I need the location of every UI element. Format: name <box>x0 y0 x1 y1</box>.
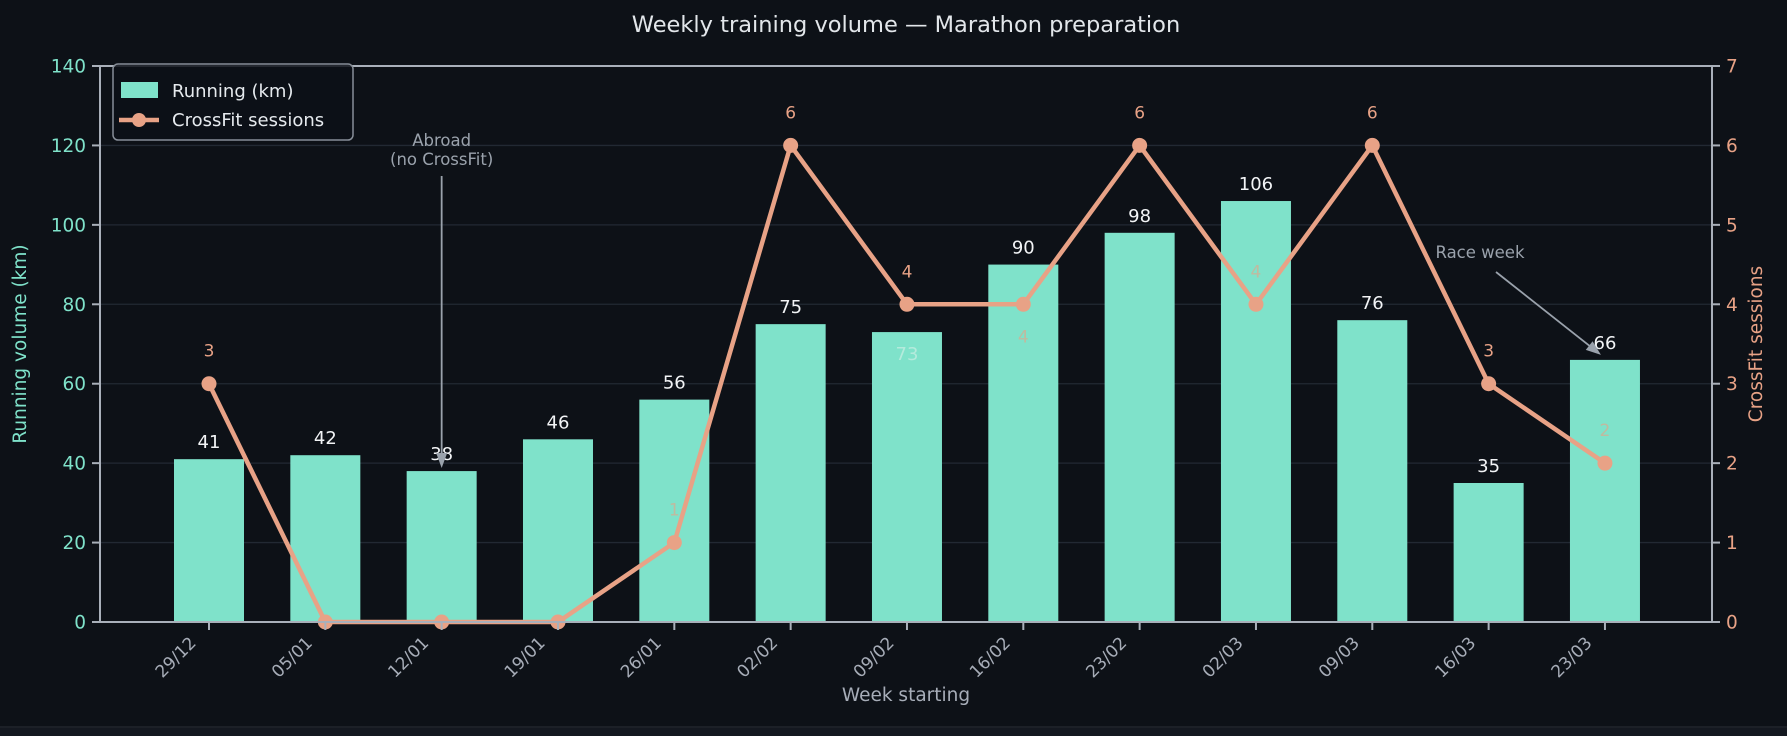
right-tick-label: 3 <box>1726 374 1738 395</box>
bar-value-label: 46 <box>547 412 570 433</box>
tick-marks <box>92 65 1720 630</box>
bar-series <box>174 201 1640 623</box>
line-value-label: 6 <box>1367 103 1378 123</box>
bar <box>290 455 361 622</box>
bar-value-label: 90 <box>1012 238 1035 259</box>
bar-value-label: 56 <box>663 373 686 394</box>
legend-label-running: Running (km) <box>172 81 293 102</box>
bar-value-label: 75 <box>779 297 802 318</box>
line-value-label: 4 <box>1018 327 1029 347</box>
annotation-abroad-arrowhead <box>436 453 448 468</box>
bar <box>174 459 244 622</box>
right-y-axis-label: CrossFit sessions <box>1746 266 1767 422</box>
right-tick-label: 0 <box>1726 613 1738 634</box>
bar <box>871 332 942 622</box>
left-tick-label: 100 <box>51 215 86 236</box>
bar-value-labels: 414238465675739098106763566 <box>198 174 1617 477</box>
bar <box>1337 320 1408 622</box>
left-y-axis-label: Running volume (km) <box>10 244 31 443</box>
bar-value-label: 42 <box>314 428 337 449</box>
left-tick-label: 80 <box>62 295 86 316</box>
bottom-strip <box>0 728 1787 736</box>
legend-label-crossfit: CrossFit sessions <box>172 110 324 131</box>
line-value-label: 6 <box>1134 103 1145 123</box>
annotation-abroad-line2: (no CrossFit) <box>390 150 493 169</box>
line-marker <box>1248 296 1264 312</box>
right-tick-label: 4 <box>1726 295 1738 316</box>
bar <box>1453 483 1524 622</box>
x-axis-label: Week starting <box>842 685 970 706</box>
line-marker <box>1132 137 1148 153</box>
line-value-label: 4 <box>902 262 913 282</box>
bar-value-label: 73 <box>896 344 919 365</box>
legend-line-marker <box>132 113 146 127</box>
bar <box>522 439 593 622</box>
legend-box <box>112 63 354 141</box>
chart-title: Weekly training volume — Marathon prepar… <box>632 12 1180 38</box>
right-tick-label: 7 <box>1726 57 1738 78</box>
line-value-label: 3 <box>204 342 215 362</box>
line-marker <box>201 376 217 392</box>
annotation-raceweek-arrow <box>1495 271 1593 349</box>
bar-value-label: 76 <box>1361 293 1384 314</box>
bar <box>988 264 1059 622</box>
bar-value-label: 66 <box>1594 333 1617 354</box>
line-marker <box>1481 376 1497 392</box>
line-value-label: 3 <box>1483 342 1494 362</box>
left-tick-label: 40 <box>62 454 86 475</box>
line-marker <box>1597 455 1613 471</box>
left-tick-label: 120 <box>51 136 86 157</box>
line-marker <box>1015 296 1031 312</box>
line-value-label: 4 <box>1251 262 1262 282</box>
left-tick-label: 20 <box>62 533 86 554</box>
line-value-label: 6 <box>785 103 796 123</box>
bar <box>755 324 826 622</box>
line-marker <box>666 535 682 551</box>
bar <box>1569 359 1640 622</box>
legend-bar-swatch <box>121 82 158 98</box>
line-marker <box>783 137 799 153</box>
line-marker <box>1364 137 1380 153</box>
right-tick-label: 2 <box>1726 454 1738 475</box>
left-tick-label: 60 <box>62 374 86 395</box>
bar-value-label: 106 <box>1239 174 1273 195</box>
line-value-label: 2 <box>1600 421 1611 441</box>
annotation-raceweek-text: Race week <box>1435 243 1524 262</box>
bar <box>639 399 710 622</box>
annotation-abroad-line1: Abroad <box>412 131 471 150</box>
bar-value-label: 35 <box>1477 456 1500 477</box>
left-tick-label: 0 <box>74 613 86 634</box>
bar-value-label: 41 <box>198 432 221 453</box>
line-value-label: 1 <box>669 501 680 521</box>
annotation-raceweek-arrowhead <box>1585 341 1601 355</box>
annotations: Abroad(no CrossFit) Race week <box>390 131 1601 468</box>
right-tick-label: 6 <box>1726 136 1738 157</box>
bar <box>1104 232 1175 623</box>
legend: Running (km) CrossFit sessions <box>112 63 354 141</box>
right-tick-label: 1 <box>1726 533 1738 554</box>
left-tick-label: 140 <box>51 57 86 78</box>
bar-value-label: 98 <box>1128 206 1151 227</box>
right-tick-label: 5 <box>1726 215 1738 236</box>
bar <box>406 471 477 622</box>
line-marker <box>899 296 915 312</box>
